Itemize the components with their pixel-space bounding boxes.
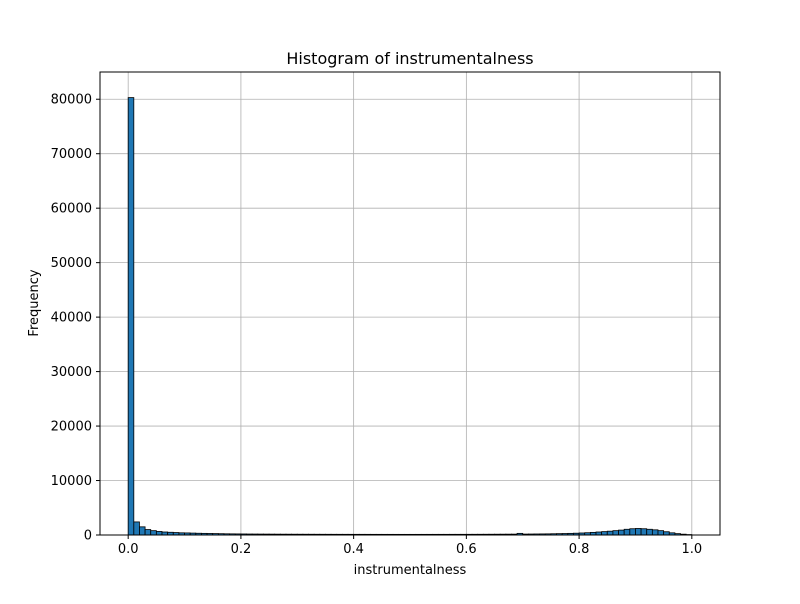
y-axis-title: Frequency xyxy=(27,269,42,336)
histogram-bar xyxy=(630,529,636,535)
histogram-bar xyxy=(619,530,625,535)
y-tick-label: 10000 xyxy=(51,474,92,489)
histogram-bar xyxy=(641,529,647,535)
y-tick-label: 80000 xyxy=(51,93,92,108)
y-tick-label: 0 xyxy=(84,529,92,544)
histogram-bar xyxy=(607,531,613,535)
histogram-bar xyxy=(139,527,145,535)
histogram-bar xyxy=(151,531,157,535)
histogram-bar xyxy=(145,530,151,535)
y-tick-label: 50000 xyxy=(51,256,92,271)
histogram-bar xyxy=(652,530,658,535)
x-tick-label: 0.8 xyxy=(569,542,590,557)
chart-title: Histogram of instrumentalness xyxy=(286,49,533,68)
y-tick-label: 20000 xyxy=(51,420,92,435)
y-tick-label: 70000 xyxy=(51,147,92,162)
x-tick-label: 1.0 xyxy=(681,542,702,557)
x-tick-label: 0.4 xyxy=(343,542,364,557)
histogram-bar xyxy=(635,528,641,535)
histogram-bar xyxy=(602,532,608,535)
plot-area xyxy=(100,72,720,535)
histogram-bar xyxy=(658,531,664,535)
x-tick-label: 0.2 xyxy=(231,542,252,557)
histogram-bar xyxy=(156,531,162,535)
x-axis-title: instrumentalness xyxy=(354,563,467,578)
histogram-bar xyxy=(613,531,619,535)
y-tick-label: 30000 xyxy=(51,365,92,380)
y-tick-label: 60000 xyxy=(51,202,92,217)
histogram-bar xyxy=(128,98,134,535)
x-tick-label: 0.0 xyxy=(118,542,139,557)
x-tick-label: 0.6 xyxy=(456,542,477,557)
histogram-bar xyxy=(647,529,653,535)
y-tick-label: 40000 xyxy=(51,311,92,326)
histogram-bar xyxy=(624,529,630,535)
histogram-bar xyxy=(134,522,140,535)
